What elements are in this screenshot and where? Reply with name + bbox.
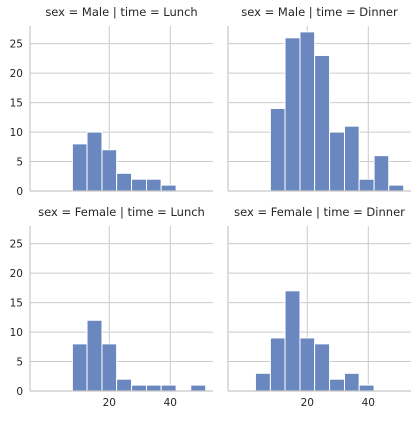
facet-panel-2: sex = Female | time = Lunch 0 5 10 15 20 25 20 4…	[10, 205, 213, 409]
histogram-bar	[269, 337, 286, 392]
histogram-bar	[160, 184, 177, 192]
histogram-bar	[358, 178, 375, 192]
x-tick-label: 20	[301, 397, 314, 409]
histogram-bar	[146, 178, 162, 192]
y-tick-label: 25	[10, 239, 23, 251]
panel-title: sex = Female | time = Lunch	[38, 205, 205, 219]
y-tick-label: 10	[10, 127, 23, 139]
y-tick-label: 0	[16, 386, 23, 398]
y-tick-label: 15	[10, 98, 23, 110]
histogram-bar	[344, 125, 360, 192]
histogram-bar	[71, 143, 88, 192]
y-tick-label: 0	[16, 186, 23, 198]
x-tick-label: 40	[164, 397, 177, 409]
y-tick-label: 5	[16, 157, 23, 169]
x-tick-label: 20	[103, 397, 116, 409]
histogram-bar	[329, 131, 346, 192]
panel-title: sex = Female | time = Dinner	[234, 205, 405, 219]
y-tick-label: 15	[10, 298, 23, 310]
histogram-bar	[160, 384, 177, 392]
histogram-bar	[86, 131, 103, 192]
histogram-bar	[269, 108, 286, 192]
histogram-bar	[388, 184, 405, 192]
y-tick-label: 10	[10, 327, 23, 339]
histogram-bar	[131, 178, 148, 192]
histogram-bar	[344, 372, 360, 392]
histogram-bar	[101, 149, 118, 192]
y-tick-label: 20	[10, 68, 23, 80]
histogram-bar	[314, 343, 331, 392]
histogram-bar	[329, 378, 346, 392]
histogram-bar	[373, 155, 390, 192]
y-tick-label: 20	[10, 268, 23, 280]
histogram-bar	[71, 343, 88, 392]
histogram-bar	[116, 172, 133, 192]
histogram-bar	[116, 378, 133, 392]
facet-panel-3: sex = Female | time = Dinner 20 40	[227, 205, 411, 409]
panel-title: sex = Male | time = Lunch	[45, 5, 197, 19]
y-tick-label: 25	[10, 39, 23, 51]
histogram-bar	[146, 384, 162, 392]
facet-panel-0: sex = Male | time = Lunch 0 5 10 15 20 25	[10, 5, 213, 198]
histogram-bar	[254, 372, 271, 392]
histogram-bar	[284, 37, 301, 192]
histogram-bar	[299, 31, 316, 192]
histogram-bar	[314, 54, 331, 192]
histogram-bar	[358, 384, 375, 392]
histogram-bar	[131, 384, 148, 392]
y-tick-label: 5	[16, 357, 23, 369]
histogram-bar	[86, 319, 103, 392]
histogram-bar	[190, 384, 207, 392]
x-tick-label: 40	[362, 397, 375, 409]
facet-panel-1: sex = Male | time = Dinner	[227, 5, 411, 192]
histogram-bar	[299, 337, 316, 392]
histogram-bar	[284, 290, 301, 392]
panel-title: sex = Male | time = Dinner	[241, 5, 398, 19]
histogram-bar	[101, 343, 118, 392]
